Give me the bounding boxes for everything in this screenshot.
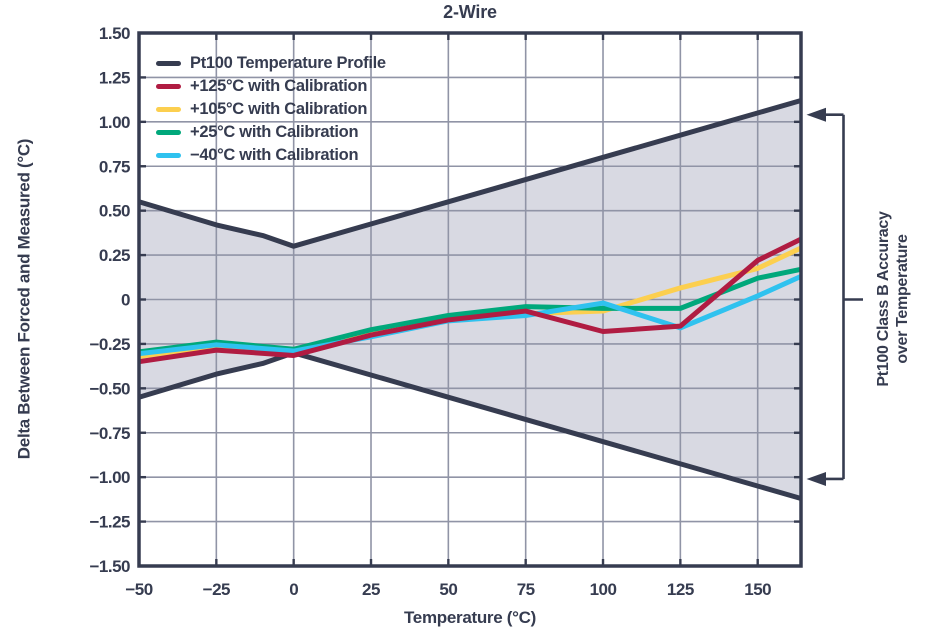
x-tick-label: 0	[289, 580, 298, 599]
accuracy-annotation-line1: Pt100 Class B Accuracy	[875, 211, 892, 387]
y-tick-label: 1.50	[99, 24, 130, 43]
legend-item: −40°C with Calibration	[156, 144, 386, 167]
series-cal-minus-40	[138, 274, 803, 357]
x-tick-label: −50	[125, 580, 152, 599]
legend-swatch	[156, 106, 181, 113]
legend-item: +105°C with Calibration	[156, 98, 386, 121]
x-tick-label: 100	[590, 580, 617, 599]
y-tick-label: 1.00	[99, 113, 130, 132]
accuracy-annotation-label: Pt100 Class B Accuracy over Temperature	[874, 159, 912, 439]
legend-item: +125°C with Calibration	[156, 75, 386, 98]
bracket-arrowhead	[806, 107, 826, 122]
accuracy-annotation-line2: over Temperature	[894, 234, 911, 364]
x-tick-label: −25	[203, 580, 230, 599]
axis-ticks	[137, 31, 801, 568]
x-tick-label: 25	[362, 580, 380, 599]
legend-label: +105°C with Calibration	[190, 100, 368, 118]
legend-label: +125°C with Calibration	[190, 77, 368, 95]
y-tick-label: −1.00	[89, 468, 130, 487]
legend-label: −40°C with Calibration	[190, 146, 359, 164]
x-tick-label: 150	[744, 580, 771, 599]
y-tick-label: 0.75	[99, 157, 130, 176]
legend-item: Pt100 Temperature Profile	[156, 52, 386, 75]
series-pt100-upper	[138, 98, 802, 249]
series-cal-125	[138, 236, 803, 365]
legend-swatch	[156, 83, 181, 90]
legend-swatch	[156, 129, 181, 136]
series-pt100-lower	[138, 350, 802, 501]
y-tick-label: −0.50	[89, 379, 130, 398]
y-tick-label: −0.25	[89, 335, 130, 354]
y-tick-label: −1.25	[89, 513, 130, 532]
legend-swatch	[156, 60, 181, 67]
x-tick-labels: −50 −25 0 25 50 75 100 125 150	[125, 580, 771, 599]
legend: Pt100 Temperature Profile +125°C with Cal…	[156, 52, 386, 167]
accuracy-bracket	[806, 107, 863, 486]
chart-title: 2-Wire	[443, 2, 497, 22]
y-tick-labels: 1.50 1.25 1.00 0.75 0.50 0.25 0 −0.25 −0.50 −0.75…	[89, 24, 130, 576]
legend-label: +25°C with Calibration	[190, 123, 359, 141]
x-tick-label: 75	[517, 580, 535, 599]
legend-label: Pt100 Temperature Profile	[190, 54, 386, 72]
x-axis-title: Temperature (°C)	[403, 608, 537, 627]
legend-swatch	[156, 152, 181, 159]
y-tick-label: −0.75	[89, 424, 130, 443]
y-tick-label: 0	[121, 291, 130, 310]
y-tick-label: 0.50	[99, 202, 130, 221]
x-tick-label: 50	[439, 580, 457, 599]
y-tick-label: −1.50	[89, 557, 130, 576]
bracket-arrowhead	[806, 471, 826, 486]
legend-item: +25°C with Calibration	[156, 121, 386, 144]
x-tick-label: 125	[667, 580, 694, 599]
y-tick-label: 1.25	[99, 68, 130, 87]
y-tick-label: 0.25	[99, 246, 130, 265]
